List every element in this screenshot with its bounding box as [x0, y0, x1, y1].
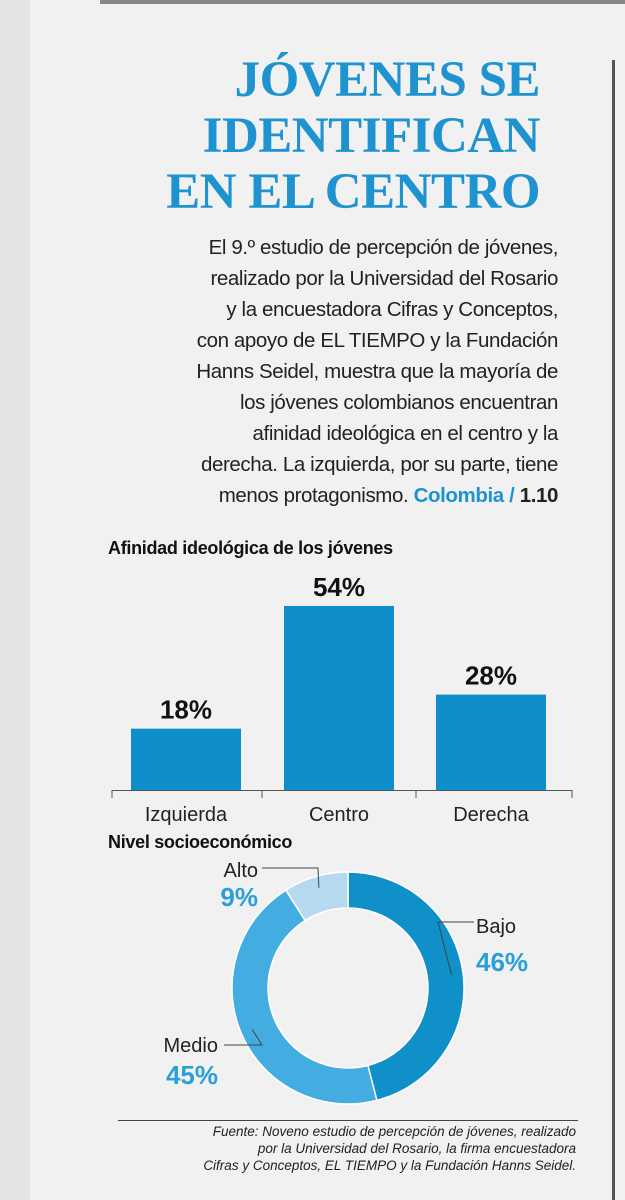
source-line: Fuente: Noveno estudio de percepción de …	[212, 1124, 576, 1139]
bar-value-label: 54%	[313, 572, 365, 602]
source-divider	[118, 1120, 578, 1121]
source-note: Fuente: Noveno estudio de percepción de …	[104, 1123, 576, 1174]
slice-bajo	[347, 871, 465, 1102]
source-line: Cifras y Conceptos, EL TIEMPO y la Funda…	[203, 1158, 576, 1173]
headline-line-2: IDENTIFICAN	[202, 108, 541, 164]
intro-paragraph: El 9.º estudio de percepción de jóvenes,…	[118, 232, 558, 511]
donut-chart-title: Nivel socioeconómico	[108, 832, 293, 852]
ideology-bar-chart: 18% Izquierda 54% Centro 28% Derecha	[111, 572, 573, 826]
slice-category-label: Medio	[164, 1035, 218, 1057]
bar-chart-title: Afinidad ideológica de los jóvenes	[108, 538, 393, 558]
intro-line: con apoyo de EL TIEMPO y la Fundación	[196, 329, 559, 352]
column-rule	[612, 60, 615, 1200]
source-line: por la Universidad del Rosario, la firma…	[257, 1141, 576, 1156]
bar-centro	[284, 606, 394, 790]
category-label: Izquierda	[145, 804, 228, 826]
intro-line: afinidad ideológica en el centro y la	[252, 422, 559, 445]
intro-line: Hanns Seidel, muestra que la mayoría de	[196, 360, 558, 383]
intro-line: El 9.º estudio de percepción de jóvenes,	[208, 236, 559, 259]
slice-medio	[231, 889, 378, 1105]
headline: JÓVENES SE IDENTIFICAN EN EL CENTRO	[140, 52, 540, 220]
category-label: Centro	[309, 804, 369, 826]
intro-line: los jóvenes colombianos encuentran	[239, 391, 558, 414]
headline-line-3: EN EL CENTRO	[166, 164, 540, 220]
left-margin	[0, 0, 30, 1200]
slice-leader-line	[262, 867, 320, 888]
reference-separator: /	[509, 484, 515, 507]
slice-leader-line	[437, 921, 474, 976]
intro-line: realizado por la Universidad del Rosario	[210, 267, 559, 290]
intro-line: y la encuestadora Cifras y Conceptos,	[226, 298, 558, 321]
bar-value-label: 28%	[465, 661, 517, 691]
slice-alto	[284, 871, 349, 922]
slice-category-label: Alto	[224, 860, 258, 882]
intro-line: menos protagonismo.	[218, 484, 409, 507]
top-rule	[100, 0, 625, 4]
slice-value-label: 9%	[220, 882, 258, 912]
slice-leader-line	[224, 1029, 263, 1046]
page-reference: 1.10	[519, 484, 559, 507]
section-reference: Colombia	[413, 484, 505, 507]
slice-value-label: 46%	[476, 947, 528, 977]
bar-value-label: 18%	[160, 695, 212, 725]
slice-category-label: Bajo	[476, 916, 516, 938]
intro-line: derecha. La izquierda, por su parte, tie…	[201, 453, 558, 476]
category-label: Derecha	[453, 804, 529, 826]
slice-value-label: 45%	[166, 1060, 218, 1090]
bar-izquierda	[131, 728, 241, 790]
bar-derecha	[436, 694, 546, 790]
headline-line-1: JÓVENES SE	[234, 52, 541, 108]
